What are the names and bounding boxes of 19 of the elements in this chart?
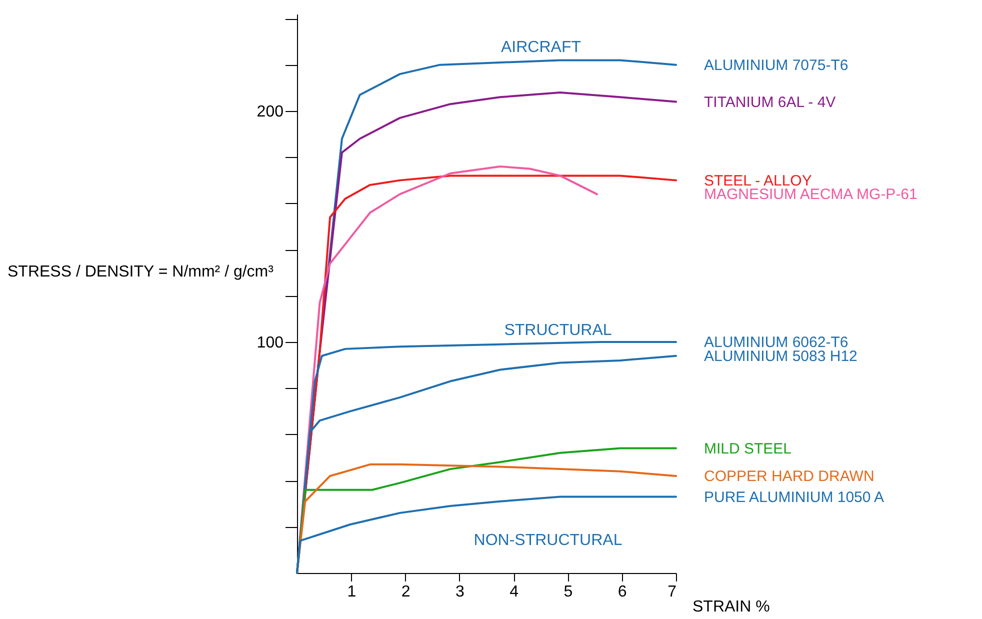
annotation: STRUCTURAL: [504, 322, 612, 339]
series-label: COPPER HARD DRAWN: [704, 468, 874, 485]
series-label: MILD STEEL: [704, 440, 792, 458]
series-label: ALUMINIUM 7075-T6: [704, 56, 848, 74]
x-tick-label: 2: [401, 584, 410, 600]
x-tick-label: 7: [668, 584, 677, 600]
y-tick-label: 200: [256, 104, 284, 121]
x-axis-title: STRAIN %: [692, 598, 770, 616]
x-tick-label: 1: [347, 584, 356, 600]
y-tick-label: 100: [256, 334, 284, 352]
y-axis-title: STRESS / DENSITY = N/mm² / g/cm³: [8, 264, 274, 280]
x-tick-label: 5: [564, 584, 573, 600]
x-tick-label: 3: [455, 584, 464, 600]
series-label: TITANIUM 6AL - 4V: [704, 94, 836, 111]
annotation: AIRCRAFT: [501, 39, 582, 56]
series-label: PURE ALUMINIUM 1050 A: [704, 488, 884, 506]
x-tick-label: 6: [618, 584, 627, 600]
annotation: NON-STRUCTURAL: [474, 532, 622, 549]
x-tick-label: 4: [510, 584, 519, 600]
